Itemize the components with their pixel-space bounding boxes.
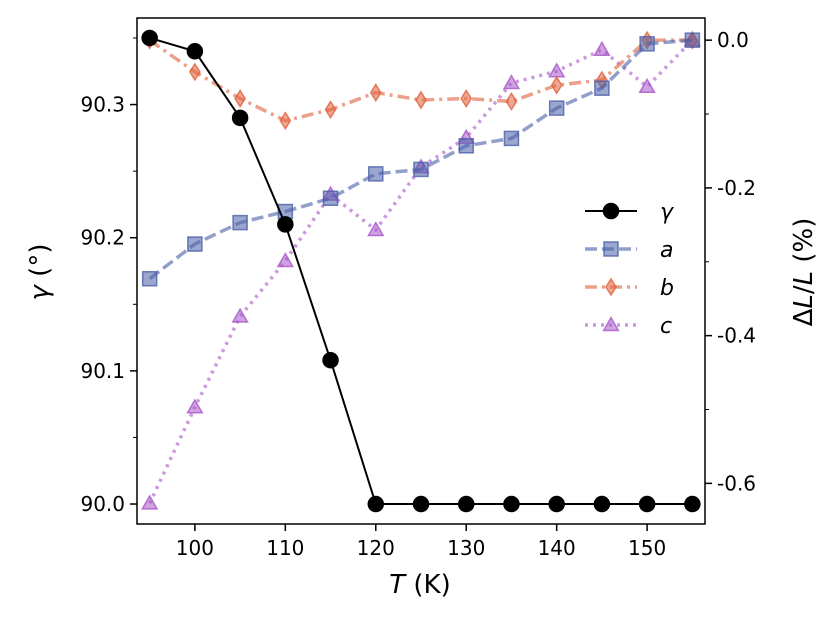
data-point [234, 89, 247, 108]
data-point [412, 495, 430, 513]
x-tick-label: 120 [357, 536, 395, 560]
x-tick-label: 140 [538, 536, 576, 560]
data-point [367, 495, 385, 513]
data-point [231, 109, 249, 127]
legend-label: b [660, 276, 674, 301]
data-point [188, 62, 201, 82]
y-axis-right-label: ΔL/L (%) [789, 218, 819, 327]
data-point [503, 495, 520, 513]
y-left-tick-label: 90.0 [80, 492, 125, 516]
data-point [503, 130, 520, 147]
data-point [276, 252, 294, 268]
y-left-tick-label: 90.3 [80, 93, 125, 117]
data-point [458, 138, 474, 154]
data-point [638, 77, 656, 93]
x-tick-label: 130 [447, 536, 485, 560]
x-axis-label: T (K) [389, 570, 451, 600]
series-gamma [141, 29, 701, 513]
data-point [231, 307, 249, 323]
y-axis-left-label: γ (°) [25, 244, 55, 301]
data-point [594, 80, 610, 96]
data-point [639, 36, 655, 52]
data-point [550, 75, 563, 95]
data-point [505, 92, 518, 111]
data-point [684, 495, 701, 513]
legend-marker [602, 316, 620, 332]
data-point [368, 166, 384, 182]
legend-marker [602, 202, 620, 220]
data-point [141, 494, 159, 510]
ticks-layer: 100 110 120 130 140 150 90.0 90.1 90.2 90.3 0.0 -0.… [80, 28, 756, 560]
y-right-tick-label: -0.2 [717, 176, 756, 200]
y-left-tick-label: 90.2 [80, 226, 125, 250]
data-point [415, 90, 427, 110]
legend-label: γ [660, 200, 674, 225]
y-right-tick-label: 0.0 [717, 28, 749, 52]
data-point [638, 495, 656, 513]
y-right-tick-label: -0.6 [717, 471, 756, 495]
data-point [277, 216, 294, 233]
data-point [141, 29, 158, 47]
data-point [548, 100, 565, 116]
plot-frame [136, 17, 706, 525]
series-a [141, 32, 701, 287]
data-point [367, 221, 385, 237]
series-layer [141, 29, 701, 513]
data-point [548, 495, 565, 513]
legend-marker [603, 241, 619, 257]
legend-marker [605, 277, 617, 297]
data-point [141, 271, 158, 287]
data-point [279, 111, 292, 131]
data-point [413, 161, 429, 178]
data-point [322, 190, 339, 206]
y-right-tick-label: -0.4 [717, 324, 756, 348]
data-point [322, 351, 339, 369]
data-point [187, 236, 203, 252]
x-tick-label: 150 [628, 536, 666, 560]
data-point [548, 62, 566, 78]
data-point [684, 32, 701, 48]
y-left-tick-label: 90.1 [80, 359, 125, 383]
data-point [460, 89, 473, 108]
legend-label: a [660, 238, 673, 263]
data-point [186, 398, 204, 414]
data-point [369, 83, 382, 103]
data-point [593, 495, 611, 513]
data-point [324, 100, 337, 120]
data-point [502, 74, 521, 90]
data-point [457, 495, 475, 513]
series-line [148, 38, 694, 505]
data-point [593, 40, 611, 57]
legend-label: c [660, 314, 672, 339]
x-tick-label: 100 [176, 536, 214, 560]
data-point [232, 214, 248, 231]
data-point [186, 43, 204, 60]
series-b [143, 30, 699, 131]
x-tick-label: 110 [266, 536, 304, 560]
